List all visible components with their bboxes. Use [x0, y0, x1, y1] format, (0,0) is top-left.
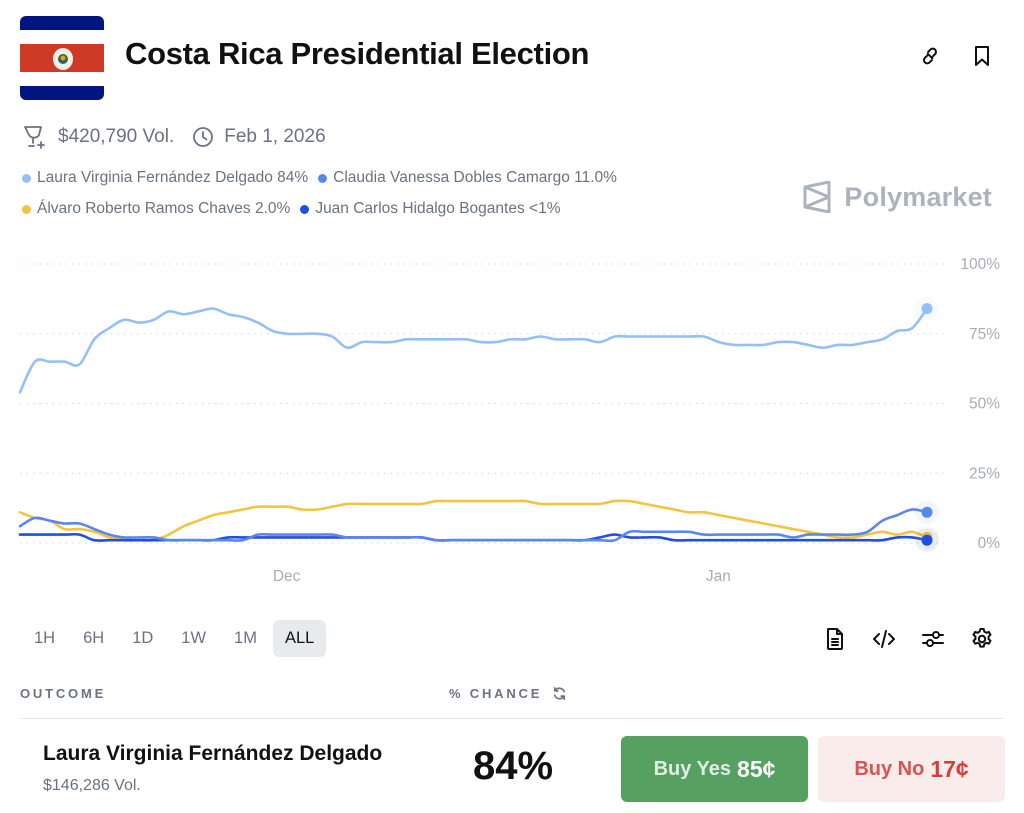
copy-link-button[interactable]: [918, 44, 942, 68]
buy-yes-button[interactable]: Buy Yes 85¢: [621, 736, 808, 802]
range-tab-all[interactable]: ALL: [272, 620, 327, 657]
x-axis-ticks: Dec Jan: [273, 568, 731, 585]
y-tick-label: 0%: [978, 535, 1001, 552]
y-tick-label: 75%: [969, 326, 1000, 343]
legend-label: Claudia Vanessa Dobles Camargo 11.0%: [333, 169, 617, 186]
buy-no-label: Buy No: [854, 757, 925, 780]
series-line: [18, 499, 929, 542]
buy-no-price: 17¢: [930, 755, 969, 782]
gear-icon: [972, 628, 992, 648]
polymarket-logo-icon: [803, 181, 831, 213]
buy-yes-label: Buy Yes: [653, 757, 732, 780]
legend-label: Juan Carlos Hidalgo Bogantes <1%: [315, 200, 561, 217]
legend-label: Álvaro Roberto Ramos Chaves 2.0%: [37, 200, 291, 217]
rules-button[interactable]: [823, 627, 847, 651]
y-axis-ticks: 100% 75% 50% 25% 0%: [960, 256, 1000, 552]
range-tab-1h[interactable]: 1H: [34, 629, 56, 647]
code-icon: [873, 630, 895, 648]
x-tick-label: Dec: [273, 568, 301, 585]
document-icon: [827, 628, 843, 650]
chart-lines: [18, 307, 929, 543]
settings-button[interactable]: [970, 627, 994, 651]
clock-icon: [193, 127, 214, 147]
series-endpoint: [921, 303, 933, 315]
time-range-tabs: 1H 6H 1D 1W 1M ALL: [22, 620, 327, 657]
y-tick-label: 100%: [960, 256, 1000, 273]
outcome-volume: $146,286 Vol.: [43, 777, 141, 794]
bookmark-icon: [975, 46, 989, 66]
legend-dot: [300, 204, 310, 214]
y-tick-label: 50%: [969, 396, 1000, 413]
chart-grid: [20, 263, 945, 544]
chart-settings-button[interactable]: [921, 627, 945, 651]
chance-column-header: % CHANCE: [449, 686, 567, 701]
legend-item: Juan Carlos Hidalgo Bogantes <1%: [300, 200, 560, 218]
embed-button[interactable]: [872, 627, 896, 651]
table-divider: [20, 718, 1005, 719]
series-line: [18, 508, 929, 543]
series-endpoint: [921, 534, 933, 546]
brand-name: Polymarket: [844, 181, 992, 212]
refresh-icon[interactable]: [552, 686, 567, 701]
legend-item: Claudia Vanessa Dobles Camargo 11.0%: [318, 169, 617, 187]
series-endpoint: [921, 506, 933, 518]
chart-endpoints: [915, 296, 939, 553]
range-tab-1d[interactable]: 1D: [132, 629, 154, 647]
x-tick-label: Jan: [706, 568, 731, 585]
range-tab-1m[interactable]: 1M: [234, 629, 257, 647]
page-title: Costa Rica Presidential Election: [125, 36, 590, 71]
legend-dot: [318, 173, 328, 183]
buy-no-button[interactable]: Buy No 17¢: [818, 736, 1005, 802]
series-line: [18, 307, 929, 394]
legend-item: Laura Virginia Fernández Delgado 84%: [22, 169, 308, 187]
bookmark-button[interactable]: [970, 44, 994, 68]
range-tab-1w[interactable]: 1W: [181, 629, 207, 647]
sliders-icon: [922, 631, 944, 647]
link-icon: [923, 47, 937, 65]
range-tab-6h[interactable]: 6H: [83, 629, 105, 647]
outcome-chance: 84%: [473, 744, 554, 788]
end-date: Feb 1, 2026: [224, 126, 326, 147]
chance-header-label: % CHANCE: [449, 686, 543, 701]
legend-dot: [22, 173, 31, 183]
y-tick-label: 25%: [969, 465, 1000, 482]
legend-item: Álvaro Roberto Ramos Chaves 2.0%: [22, 200, 290, 218]
costa-rica-flag-icon: [20, 16, 104, 100]
price-history-chart: 100% 75% 50% 25% 0% Dec Jan: [18, 256, 1000, 585]
buy-yes-price: 85¢: [737, 755, 776, 782]
outcome-column-header: OUTCOME: [20, 686, 107, 701]
outcome-name: Laura Virginia Fernández Delgado: [43, 742, 383, 765]
polymarket-logo: Polymarket: [802, 181, 992, 213]
legend-dot: [22, 204, 31, 214]
total-volume: $420,790 Vol.: [58, 126, 175, 147]
legend-label: Laura Virginia Fernández Delgado 84%: [37, 169, 309, 186]
trophy-icon: [24, 126, 45, 149]
